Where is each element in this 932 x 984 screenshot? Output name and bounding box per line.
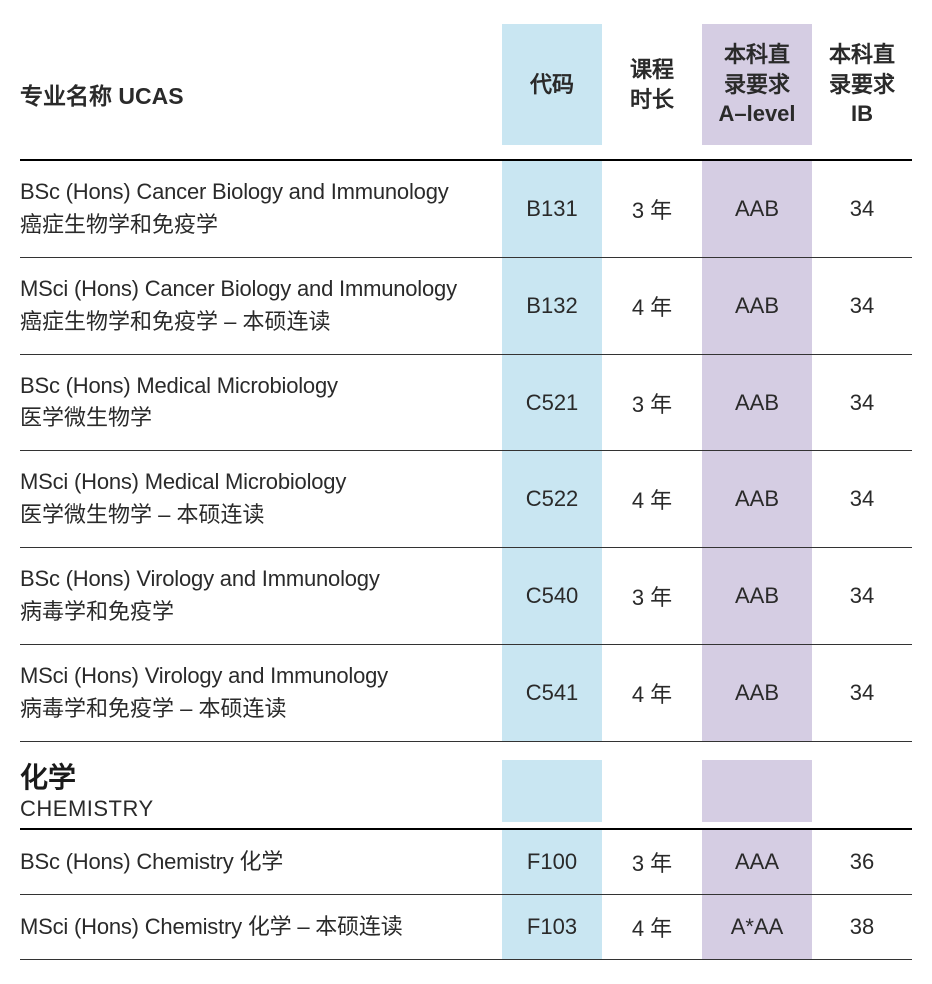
cell-name: BSc (Hons) Virology and Immunology 病毒学和免… bbox=[20, 548, 502, 644]
cell-duration: 4 年 bbox=[602, 258, 702, 354]
course-chinese: 癌症生物学和免疫学 bbox=[20, 208, 496, 241]
section-spacer-ib bbox=[812, 760, 912, 822]
course-chinese: 病毒学和免疫学 – 本硕连读 bbox=[20, 692, 496, 725]
table-header-row: 专业名称 UCAS 代码 课程 时长 本科直 录要求 A–level 本科直 录… bbox=[20, 24, 912, 161]
header-code: 代码 bbox=[502, 24, 602, 145]
cell-ib: 34 bbox=[812, 161, 912, 257]
cell-duration: 3 年 bbox=[602, 548, 702, 644]
table-row: MSci (Hons) Medical Microbiology 医学微生物学 … bbox=[20, 451, 912, 548]
cell-duration: 3 年 bbox=[602, 355, 702, 451]
cell-ib: 34 bbox=[812, 451, 912, 547]
cell-code: C522 bbox=[502, 451, 602, 547]
course-english: MSci (Hons) Medical Microbiology bbox=[20, 467, 496, 498]
course-english: BSc (Hons) Cancer Biology and Immunology bbox=[20, 177, 496, 208]
header-alevel: 本科直 录要求 A–level bbox=[702, 24, 812, 145]
course-chinese: 医学微生物学 – 本硕连读 bbox=[20, 498, 496, 531]
cell-ib: 34 bbox=[812, 258, 912, 354]
cell-ib: 36 bbox=[812, 830, 912, 894]
cell-ib: 34 bbox=[812, 548, 912, 644]
cell-duration: 4 年 bbox=[602, 895, 702, 959]
course-english: BSc (Hons) Medical Microbiology bbox=[20, 371, 496, 402]
course-english: MSci (Hons) Virology and Immunology bbox=[20, 661, 496, 692]
table-row: MSci (Hons) Cancer Biology and Immunolog… bbox=[20, 258, 912, 355]
course-chinese: 医学微生物学 bbox=[20, 401, 496, 434]
section-spacer-alevel bbox=[702, 760, 812, 822]
section-header-row: 化学 CHEMISTRY bbox=[20, 742, 912, 830]
header-ib: 本科直 录要求 IB bbox=[812, 24, 912, 145]
cell-code: B131 bbox=[502, 161, 602, 257]
cell-alevel: AAB bbox=[702, 355, 812, 451]
table-row: MSci (Hons) Chemistry 化学 – 本硕连读 F103 4 年… bbox=[20, 895, 912, 960]
cell-alevel: AAB bbox=[702, 258, 812, 354]
section-spacer-duration bbox=[602, 760, 702, 822]
cell-name: MSci (Hons) Virology and Immunology 病毒学和… bbox=[20, 645, 502, 741]
header-duration: 课程 时长 bbox=[602, 24, 702, 145]
course-english: MSci (Hons) Chemistry 化学 – 本硕连读 bbox=[20, 912, 496, 943]
cell-name: BSc (Hons) Chemistry 化学 bbox=[20, 830, 502, 894]
table-row: BSc (Hons) Chemistry 化学 F100 3 年 AAA 36 bbox=[20, 830, 912, 895]
section-title: 化学 CHEMISTRY bbox=[20, 760, 502, 822]
cell-code: F103 bbox=[502, 895, 602, 959]
cell-duration: 4 年 bbox=[602, 645, 702, 741]
course-english: MSci (Hons) Cancer Biology and Immunolog… bbox=[20, 274, 496, 305]
course-english: BSc (Hons) Virology and Immunology bbox=[20, 564, 496, 595]
cell-name: BSc (Hons) Cancer Biology and Immunology… bbox=[20, 161, 502, 257]
cell-alevel: AAB bbox=[702, 548, 812, 644]
cell-alevel: AAB bbox=[702, 451, 812, 547]
table-row: MSci (Hons) Virology and Immunology 病毒学和… bbox=[20, 645, 912, 742]
cell-alevel: AAB bbox=[702, 161, 812, 257]
cell-ib: 34 bbox=[812, 645, 912, 741]
section-chinese: 化学 bbox=[20, 760, 502, 796]
course-chinese: 癌症生物学和免疫学 – 本硕连读 bbox=[20, 305, 496, 338]
cell-code: C540 bbox=[502, 548, 602, 644]
cell-alevel: AAB bbox=[702, 645, 812, 741]
cell-alevel: A*AA bbox=[702, 895, 812, 959]
cell-name: MSci (Hons) Cancer Biology and Immunolog… bbox=[20, 258, 502, 354]
cell-code: B132 bbox=[502, 258, 602, 354]
cell-name: BSc (Hons) Medical Microbiology 医学微生物学 bbox=[20, 355, 502, 451]
section-english: CHEMISTRY bbox=[20, 796, 502, 822]
cell-ib: 34 bbox=[812, 355, 912, 451]
cell-ib: 38 bbox=[812, 895, 912, 959]
cell-code: C541 bbox=[502, 645, 602, 741]
course-english: BSc (Hons) Chemistry 化学 bbox=[20, 847, 496, 878]
table-row: BSc (Hons) Virology and Immunology 病毒学和免… bbox=[20, 548, 912, 645]
header-name: 专业名称 UCAS bbox=[20, 24, 502, 145]
cell-code: F100 bbox=[502, 830, 602, 894]
section-spacer-code bbox=[502, 760, 602, 822]
cell-duration: 3 年 bbox=[602, 830, 702, 894]
cell-code: C521 bbox=[502, 355, 602, 451]
table-row: BSc (Hons) Cancer Biology and Immunology… bbox=[20, 161, 912, 258]
cell-duration: 4 年 bbox=[602, 451, 702, 547]
cell-alevel: AAA bbox=[702, 830, 812, 894]
course-chinese: 病毒学和免疫学 bbox=[20, 595, 496, 628]
cell-name: MSci (Hons) Medical Microbiology 医学微生物学 … bbox=[20, 451, 502, 547]
cell-name: MSci (Hons) Chemistry 化学 – 本硕连读 bbox=[20, 895, 502, 959]
cell-duration: 3 年 bbox=[602, 161, 702, 257]
course-table: 专业名称 UCAS 代码 课程 时长 本科直 录要求 A–level 本科直 录… bbox=[20, 24, 912, 960]
table-row: BSc (Hons) Medical Microbiology 医学微生物学 C… bbox=[20, 355, 912, 452]
